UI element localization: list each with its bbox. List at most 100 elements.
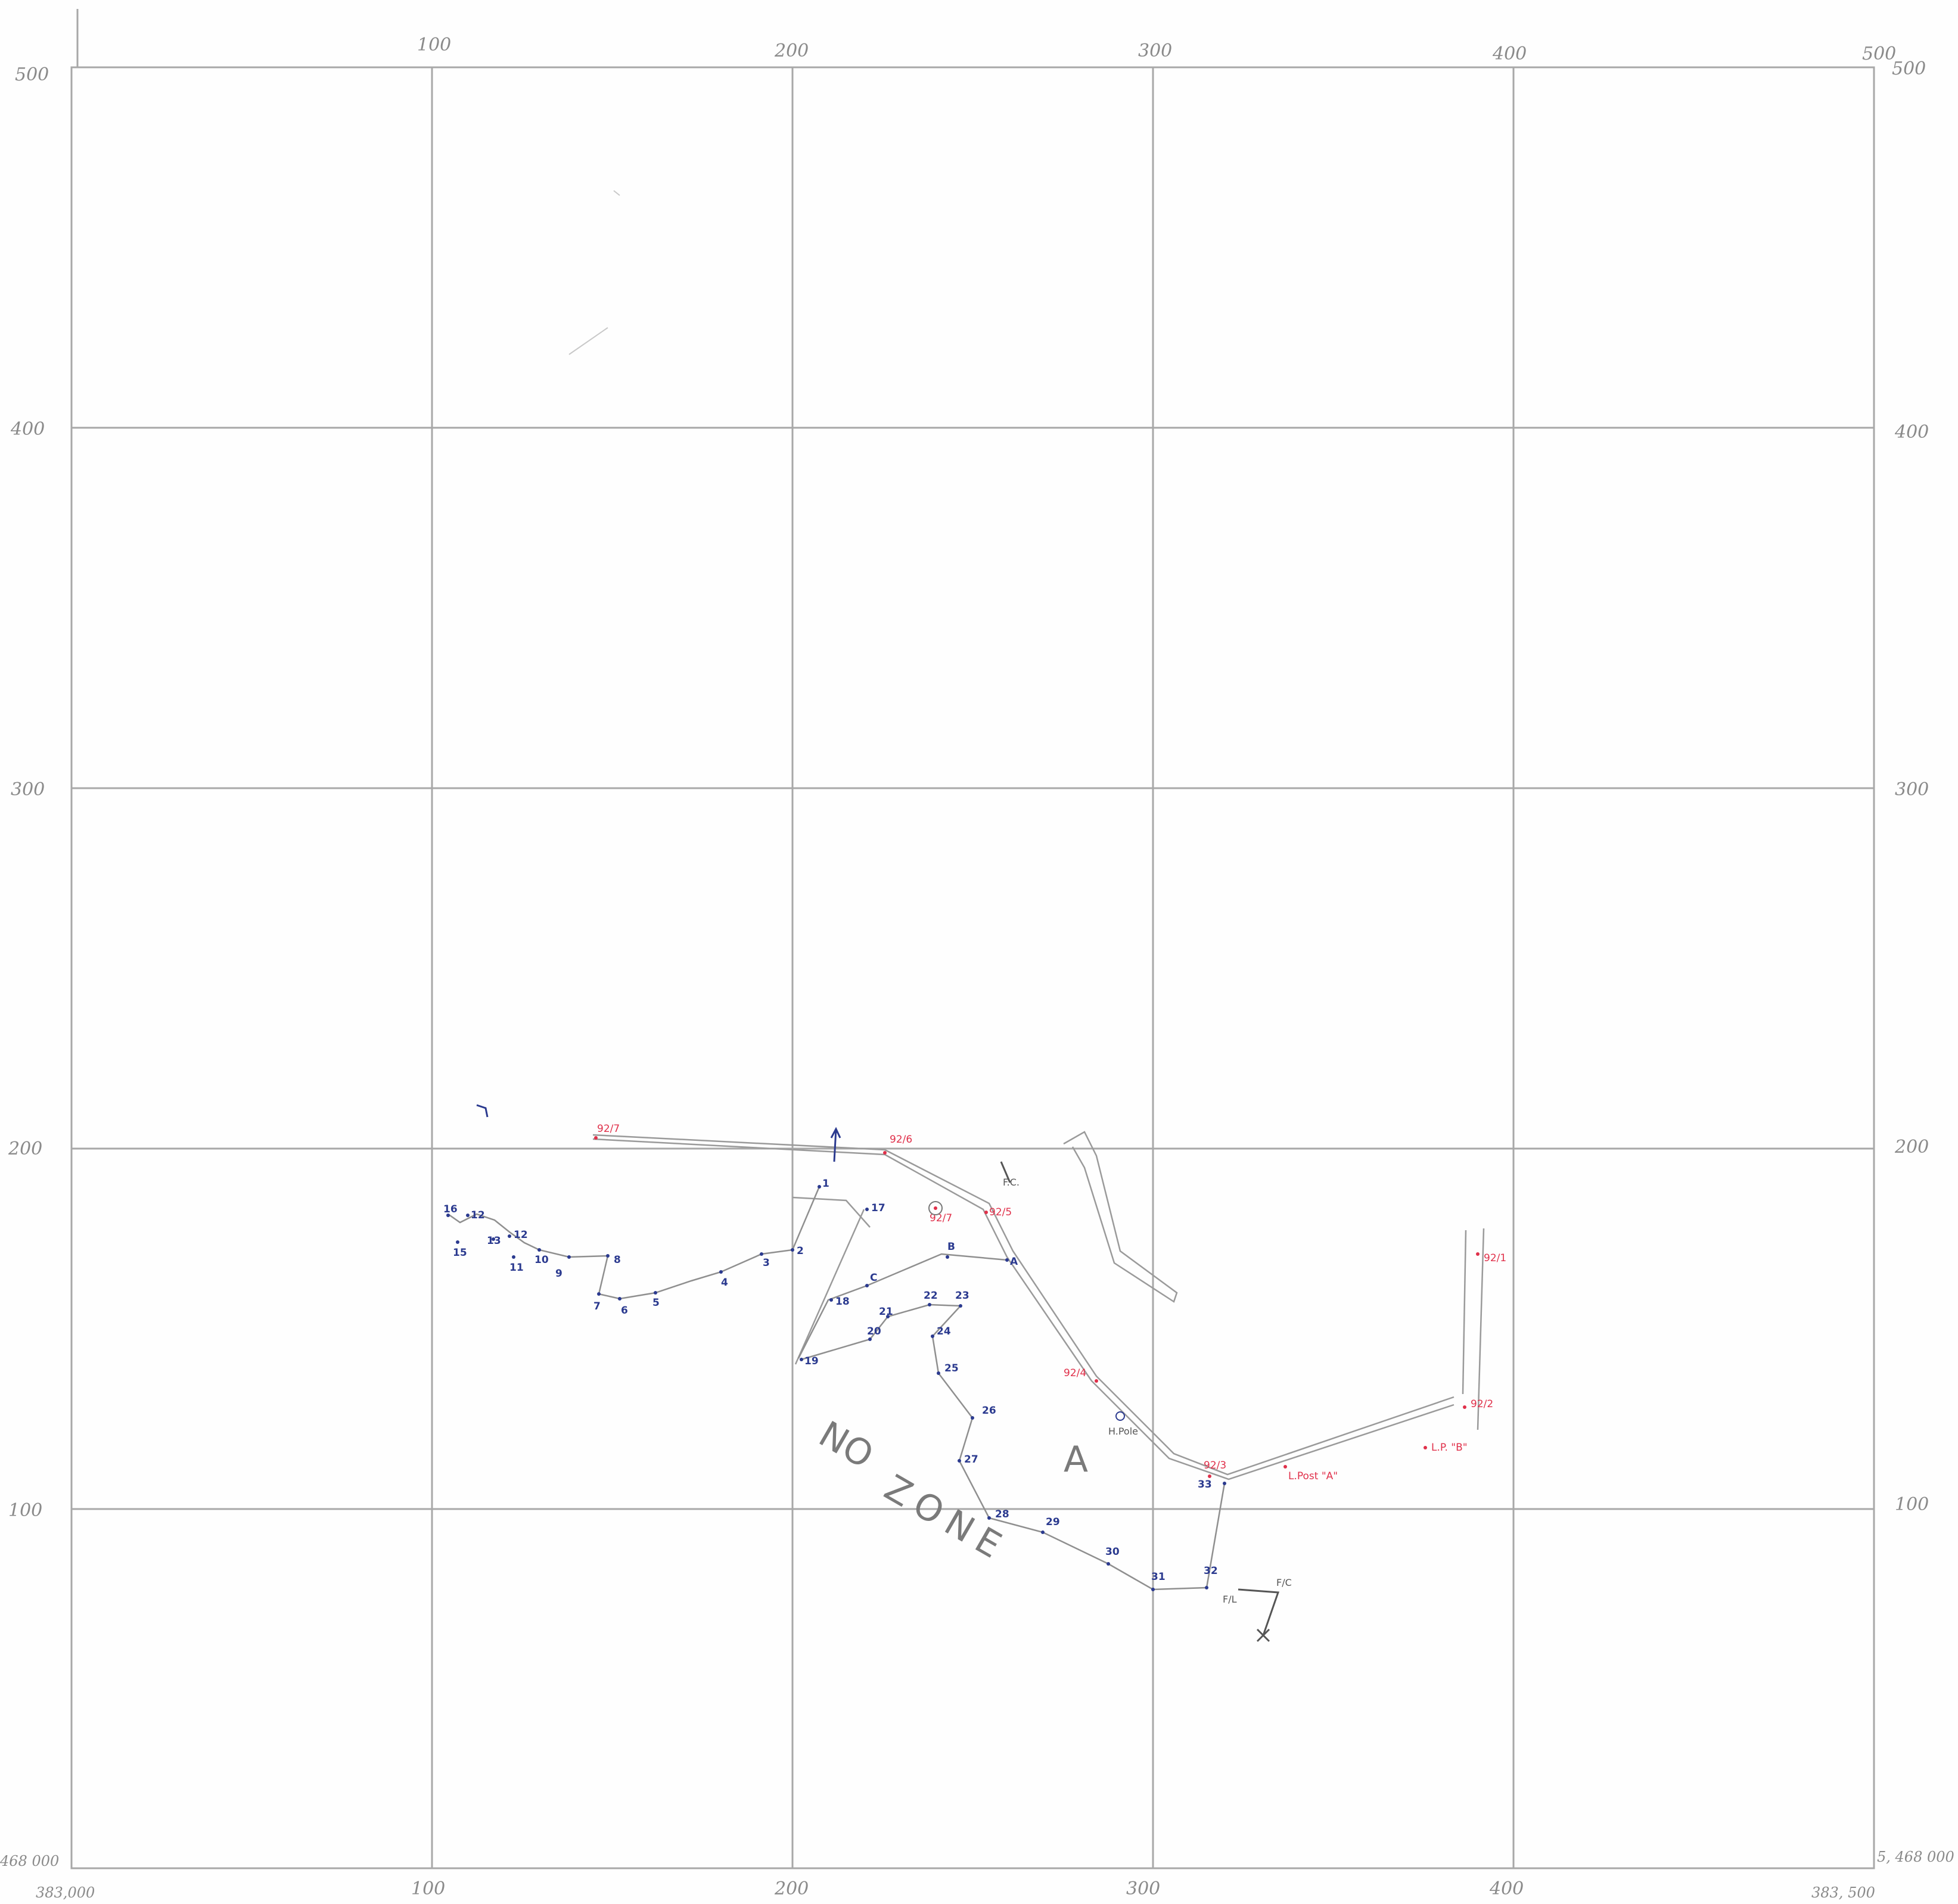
station-point	[958, 1459, 961, 1463]
station-point	[1041, 1530, 1045, 1534]
station-label: 10	[534, 1254, 549, 1266]
corner-easting-right: 383, 500	[1811, 1884, 1875, 1901]
station-label: 29	[1046, 1516, 1060, 1528]
cross-mark-icon	[1256, 1628, 1270, 1642]
x-top-label: 300	[1138, 41, 1172, 61]
station-label: B	[947, 1241, 955, 1253]
station-point	[1223, 1482, 1226, 1485]
y-right-label: 300	[1895, 779, 1929, 800]
x-bottom-label: 100	[411, 1878, 445, 1899]
x-bottom-label: 200	[774, 1878, 809, 1899]
marker-label: 92/7	[930, 1212, 952, 1224]
boundary-line	[1462, 1230, 1467, 1395]
corner-northing-left: 468 000	[0, 1853, 59, 1869]
station-label: 32	[1204, 1565, 1218, 1577]
faint-marks	[568, 190, 620, 355]
station-label: 16	[443, 1203, 458, 1215]
station-label: 24	[937, 1326, 951, 1337]
station-label: 5	[652, 1297, 660, 1309]
station-label: 18	[835, 1296, 850, 1308]
station-point	[959, 1304, 962, 1308]
smudge-mark	[568, 327, 608, 355]
fc-top-label: F.C.	[1003, 1177, 1020, 1188]
station-label: 7	[593, 1301, 601, 1312]
corner-easting-left: 383,000	[36, 1884, 95, 1901]
marker-label: 92/3	[1204, 1460, 1226, 1471]
station-point	[597, 1292, 601, 1296]
station-point	[937, 1371, 940, 1375]
marker-label: L.Post "A"	[1288, 1470, 1338, 1482]
station-label: 27	[964, 1454, 978, 1466]
station-point	[868, 1337, 872, 1341]
sketch-line	[792, 1196, 871, 1228]
station-label: 1	[822, 1178, 829, 1190]
area-label: A	[1064, 1439, 1088, 1480]
marker-point	[594, 1136, 598, 1140]
marker-point	[1283, 1465, 1287, 1469]
marker-label: 92/6	[890, 1134, 912, 1146]
station-label: 28	[995, 1508, 1009, 1520]
station-label: 12	[471, 1209, 485, 1221]
station-point	[946, 1255, 949, 1259]
station-label: 20	[867, 1326, 881, 1337]
station-point	[508, 1234, 511, 1238]
marker-point	[883, 1151, 887, 1155]
x-top-label: 500	[1862, 43, 1896, 64]
y-right-label: 400	[1894, 422, 1929, 443]
corner-northing-right: 5, 468 000	[1877, 1849, 1954, 1865]
zone-lettering: A NO ZONE	[812, 1413, 1089, 1570]
station-point	[1107, 1562, 1110, 1566]
traverse-mid-leg	[797, 1253, 1008, 1359]
station-label: 19	[804, 1355, 819, 1367]
station-point	[971, 1416, 974, 1420]
marker-label: 92/5	[989, 1206, 1012, 1218]
station-point	[537, 1248, 541, 1252]
marker-label: 92/2	[1471, 1398, 1493, 1410]
station-label: 15	[453, 1247, 467, 1259]
station-point	[800, 1358, 803, 1361]
circled-marker-icon	[928, 1201, 943, 1215]
station-point	[654, 1291, 657, 1295]
marker-label: L.P. "B"	[1431, 1442, 1468, 1454]
station-label: 2	[797, 1245, 804, 1257]
hole-label: H.Pole	[1108, 1426, 1138, 1437]
station-label: C	[870, 1272, 877, 1284]
north-arrow-icon	[830, 1127, 841, 1162]
station-point	[987, 1516, 991, 1520]
axis-labels: 100 200 300 400 500 100 200 300 400 500 …	[0, 35, 1954, 1901]
y-left-label: 400	[10, 419, 45, 440]
boundary-line	[592, 1134, 1454, 1476]
fence-corner-sketch	[1238, 1588, 1280, 1636]
station-point	[818, 1185, 821, 1189]
y-right-label: 200	[1894, 1137, 1929, 1158]
no-zone-label-no: NO	[812, 1413, 881, 1477]
y-left-label: 500	[15, 64, 49, 85]
station-point	[466, 1214, 470, 1217]
station-label: 8	[614, 1254, 621, 1266]
station-label: A	[1010, 1256, 1018, 1268]
x-bottom-label: 300	[1126, 1878, 1160, 1899]
x-bottom-label: 400	[1489, 1878, 1524, 1899]
marker-label: 92/7	[597, 1123, 620, 1135]
station-label: 13	[487, 1235, 501, 1247]
y-right-label: 500	[1892, 58, 1926, 79]
station-label: 26	[982, 1405, 996, 1417]
marker-point	[1463, 1405, 1466, 1409]
marker-point	[1208, 1474, 1211, 1478]
y-right-label: 100	[1895, 1494, 1929, 1515]
station-point	[1151, 1588, 1155, 1591]
station-label: 3	[763, 1257, 770, 1269]
station-point	[760, 1252, 763, 1256]
hole-marker-icon	[1115, 1411, 1125, 1421]
fc-marker-icon	[1000, 1161, 1011, 1183]
smudge-mark	[613, 190, 620, 196]
marker-point	[1476, 1252, 1480, 1256]
tick-mark-icon	[476, 1104, 489, 1118]
station-point	[492, 1237, 495, 1241]
station-label: 31	[1151, 1571, 1166, 1583]
station-label: 12	[514, 1229, 528, 1241]
station-point	[1205, 1586, 1208, 1589]
station-label: 30	[1105, 1546, 1120, 1558]
y-left-label: 300	[11, 779, 45, 800]
